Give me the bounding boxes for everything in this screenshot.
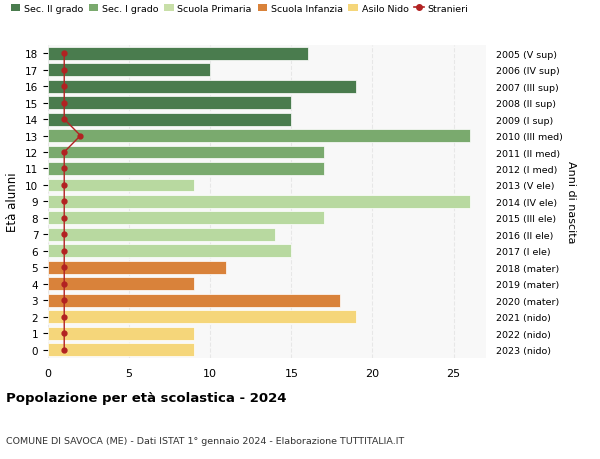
Text: Popolazione per età scolastica - 2024: Popolazione per età scolastica - 2024 [6, 391, 287, 404]
Bar [48, 97, 292, 110]
Y-axis label: Anni di nascita: Anni di nascita [566, 161, 577, 243]
Bar [48, 64, 210, 77]
Bar [48, 278, 194, 291]
Bar [48, 48, 308, 61]
Text: COMUNE DI SAVOCA (ME) - Dati ISTAT 1° gennaio 2024 - Elaborazione TUTTITALIA.IT: COMUNE DI SAVOCA (ME) - Dati ISTAT 1° ge… [6, 436, 404, 445]
Bar [48, 130, 470, 143]
Bar [48, 245, 292, 257]
Y-axis label: Età alunni: Età alunni [7, 172, 19, 232]
Bar [48, 81, 356, 93]
Bar [48, 327, 194, 340]
Bar [48, 294, 340, 307]
Legend: Sec. II grado, Sec. I grado, Scuola Primaria, Scuola Infanzia, Asilo Nido, Stran: Sec. II grado, Sec. I grado, Scuola Prim… [11, 5, 468, 14]
Bar [48, 311, 356, 323]
Bar [48, 196, 470, 208]
Bar [48, 229, 275, 241]
Bar [48, 162, 324, 175]
Bar [48, 212, 324, 225]
Bar [48, 343, 194, 356]
Bar [48, 113, 292, 126]
Bar [48, 179, 194, 192]
Bar [48, 261, 226, 274]
Bar [48, 146, 324, 159]
